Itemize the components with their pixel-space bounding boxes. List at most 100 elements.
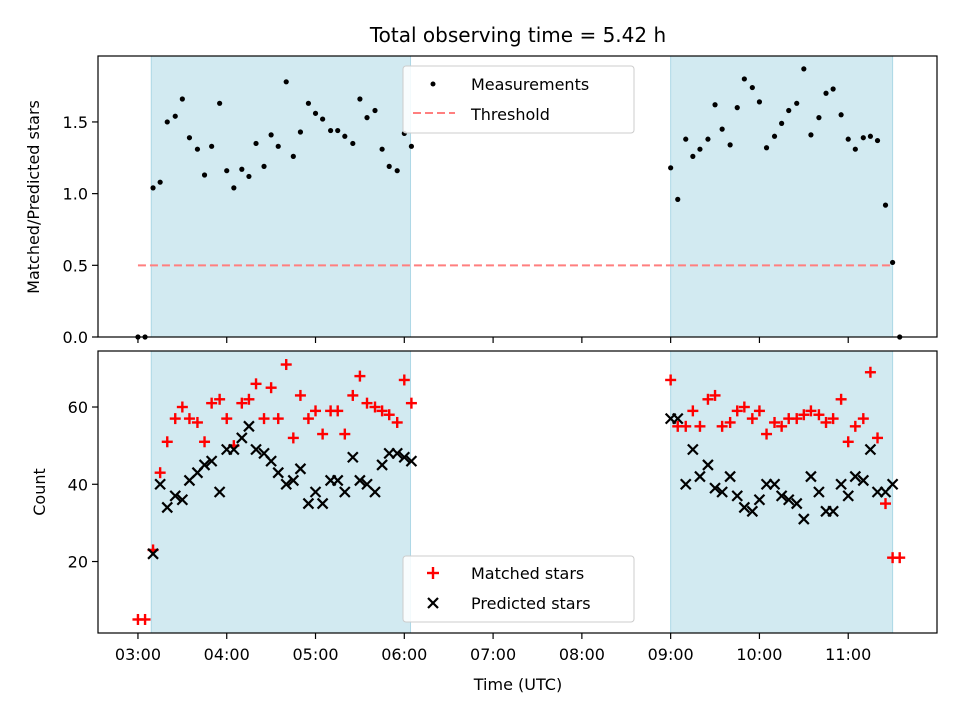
- predicted-point-17: [272, 466, 285, 479]
- legend-matched-label: Matched stars: [471, 564, 584, 583]
- matched-point-22: [294, 389, 306, 401]
- predicted-point-16: [265, 455, 277, 467]
- measurement-point-33: [379, 146, 385, 152]
- xtick-label-1: 04:00: [204, 645, 250, 664]
- predicted-point-59: [835, 478, 847, 491]
- bottom-panel: 20 40 60 03:00 04:00 05:00 06:00 07:00 08:00 09:…: [30, 350, 938, 694]
- bottom-axes-frame: [97, 350, 938, 634]
- predicted-point-45: [731, 490, 744, 502]
- bottom-x-ticks: 03:00 04:00 05:00 06:00 07:00 08:00 09:00 10:00…: [115, 633, 871, 664]
- shaded-interval-0: [150, 55, 412, 338]
- measurement-points: [135, 66, 903, 340]
- bottom-legend-box: [402, 555, 635, 623]
- matched-point-17: [258, 413, 270, 425]
- matched-point-20: [280, 359, 292, 371]
- top-y-ticks: 0.0 0.5 1.0 1.5: [63, 113, 98, 347]
- predicted-point-48: [753, 493, 766, 506]
- measurement-point-9: [201, 172, 208, 178]
- xtick-label-0: 03:00: [115, 645, 161, 664]
- matched-point-60: [827, 413, 839, 425]
- matched-point-57: [805, 405, 817, 417]
- measurement-point-44: [712, 102, 718, 108]
- predicted-star-points: [147, 412, 899, 560]
- matched-point-48: [738, 401, 750, 413]
- matched-point-52: [769, 416, 781, 428]
- measurement-point-4: [164, 119, 170, 125]
- predicted-point-43: [716, 486, 728, 498]
- matched-point-64: [857, 413, 869, 425]
- measurement-point-18: [268, 132, 274, 138]
- measurement-point-63: [852, 146, 858, 152]
- matched-point-37: [405, 397, 417, 409]
- matched-point-7: [183, 413, 195, 425]
- measurement-point-5: [172, 113, 178, 119]
- x-axis-label: Time (UTC): [473, 675, 562, 694]
- measurement-point-65: [867, 133, 874, 139]
- matched-point-16: [250, 378, 262, 390]
- measurement-point-67: [882, 202, 889, 208]
- matched-point-25: [317, 428, 329, 440]
- measurement-point-50: [756, 99, 763, 105]
- measurement-point-68: [890, 259, 896, 266]
- measurement-point-41: [690, 153, 696, 159]
- predicted-point-38: [679, 478, 692, 491]
- predicted-point-30: [369, 486, 381, 498]
- matched-point-24: [310, 405, 322, 417]
- predicted-point-56: [813, 486, 825, 498]
- xtick-label-2: 05:00: [292, 645, 338, 664]
- measurement-point-66: [874, 137, 881, 144]
- top-y-axis-label: Matched/Predicted stars: [24, 100, 43, 294]
- measurement-point-52: [771, 133, 778, 139]
- top-x-ticks: [137, 337, 849, 343]
- matched-star-points: [132, 359, 906, 625]
- predicted-point-31: [376, 459, 388, 471]
- measurement-point-24: [312, 110, 319, 116]
- predicted-point-52: [782, 493, 795, 506]
- top-ytick-label-1: 0.5: [63, 256, 88, 275]
- matched-point-10: [206, 397, 218, 409]
- measurement-point-2: [150, 185, 156, 191]
- measurement-point-35: [394, 168, 400, 174]
- matched-point-69: [894, 552, 906, 564]
- top-legend-box: [402, 65, 635, 134]
- matched-point-21: [287, 432, 299, 444]
- matched-point-30: [354, 370, 366, 382]
- xtick-label-6: 09:00: [648, 645, 694, 664]
- predicted-point-44: [724, 470, 736, 483]
- matched-point-12: [221, 413, 233, 425]
- predicted-point-11: [228, 443, 240, 456]
- measurement-point-32: [372, 107, 378, 114]
- predicted-point-40: [694, 470, 706, 483]
- measurement-point-53: [779, 120, 785, 126]
- measurement-point-12: [224, 168, 230, 174]
- predicted-point-13: [243, 420, 255, 433]
- matched-point-61: [835, 393, 847, 405]
- predicted-point-54: [798, 513, 810, 525]
- matched-point-28: [339, 428, 351, 440]
- matched-point-47: [731, 405, 743, 417]
- matched-point-33: [376, 405, 388, 417]
- legend-threshold-label: Threshold: [470, 105, 550, 124]
- measurement-point-13: [231, 185, 237, 191]
- measurement-point-61: [838, 112, 844, 118]
- measurement-point-16: [253, 140, 259, 147]
- predicted-point-53: [790, 497, 803, 510]
- chart-title: Total observing time = 5.42 h: [369, 23, 666, 47]
- matched-point-35: [391, 416, 403, 428]
- xtick-label-5: 08:00: [559, 645, 605, 664]
- predicted-point-3: [169, 490, 182, 502]
- matched-point-27: [332, 405, 344, 417]
- top-legend: Measurements Threshold: [402, 65, 635, 134]
- matched-point-6: [176, 401, 188, 413]
- matched-point-4: [161, 436, 173, 448]
- measurement-point-21: [290, 153, 296, 159]
- predicted-point-50: [768, 478, 781, 491]
- bottom-y-axis-label: Count: [30, 468, 49, 516]
- matched-point-36: [398, 374, 410, 386]
- measurement-point-60: [830, 86, 836, 92]
- measurement-point-55: [794, 100, 800, 106]
- matched-point-14: [236, 397, 248, 409]
- measurement-point-23: [305, 100, 312, 106]
- matched-point-50: [753, 405, 765, 417]
- measurement-point-49: [749, 84, 755, 91]
